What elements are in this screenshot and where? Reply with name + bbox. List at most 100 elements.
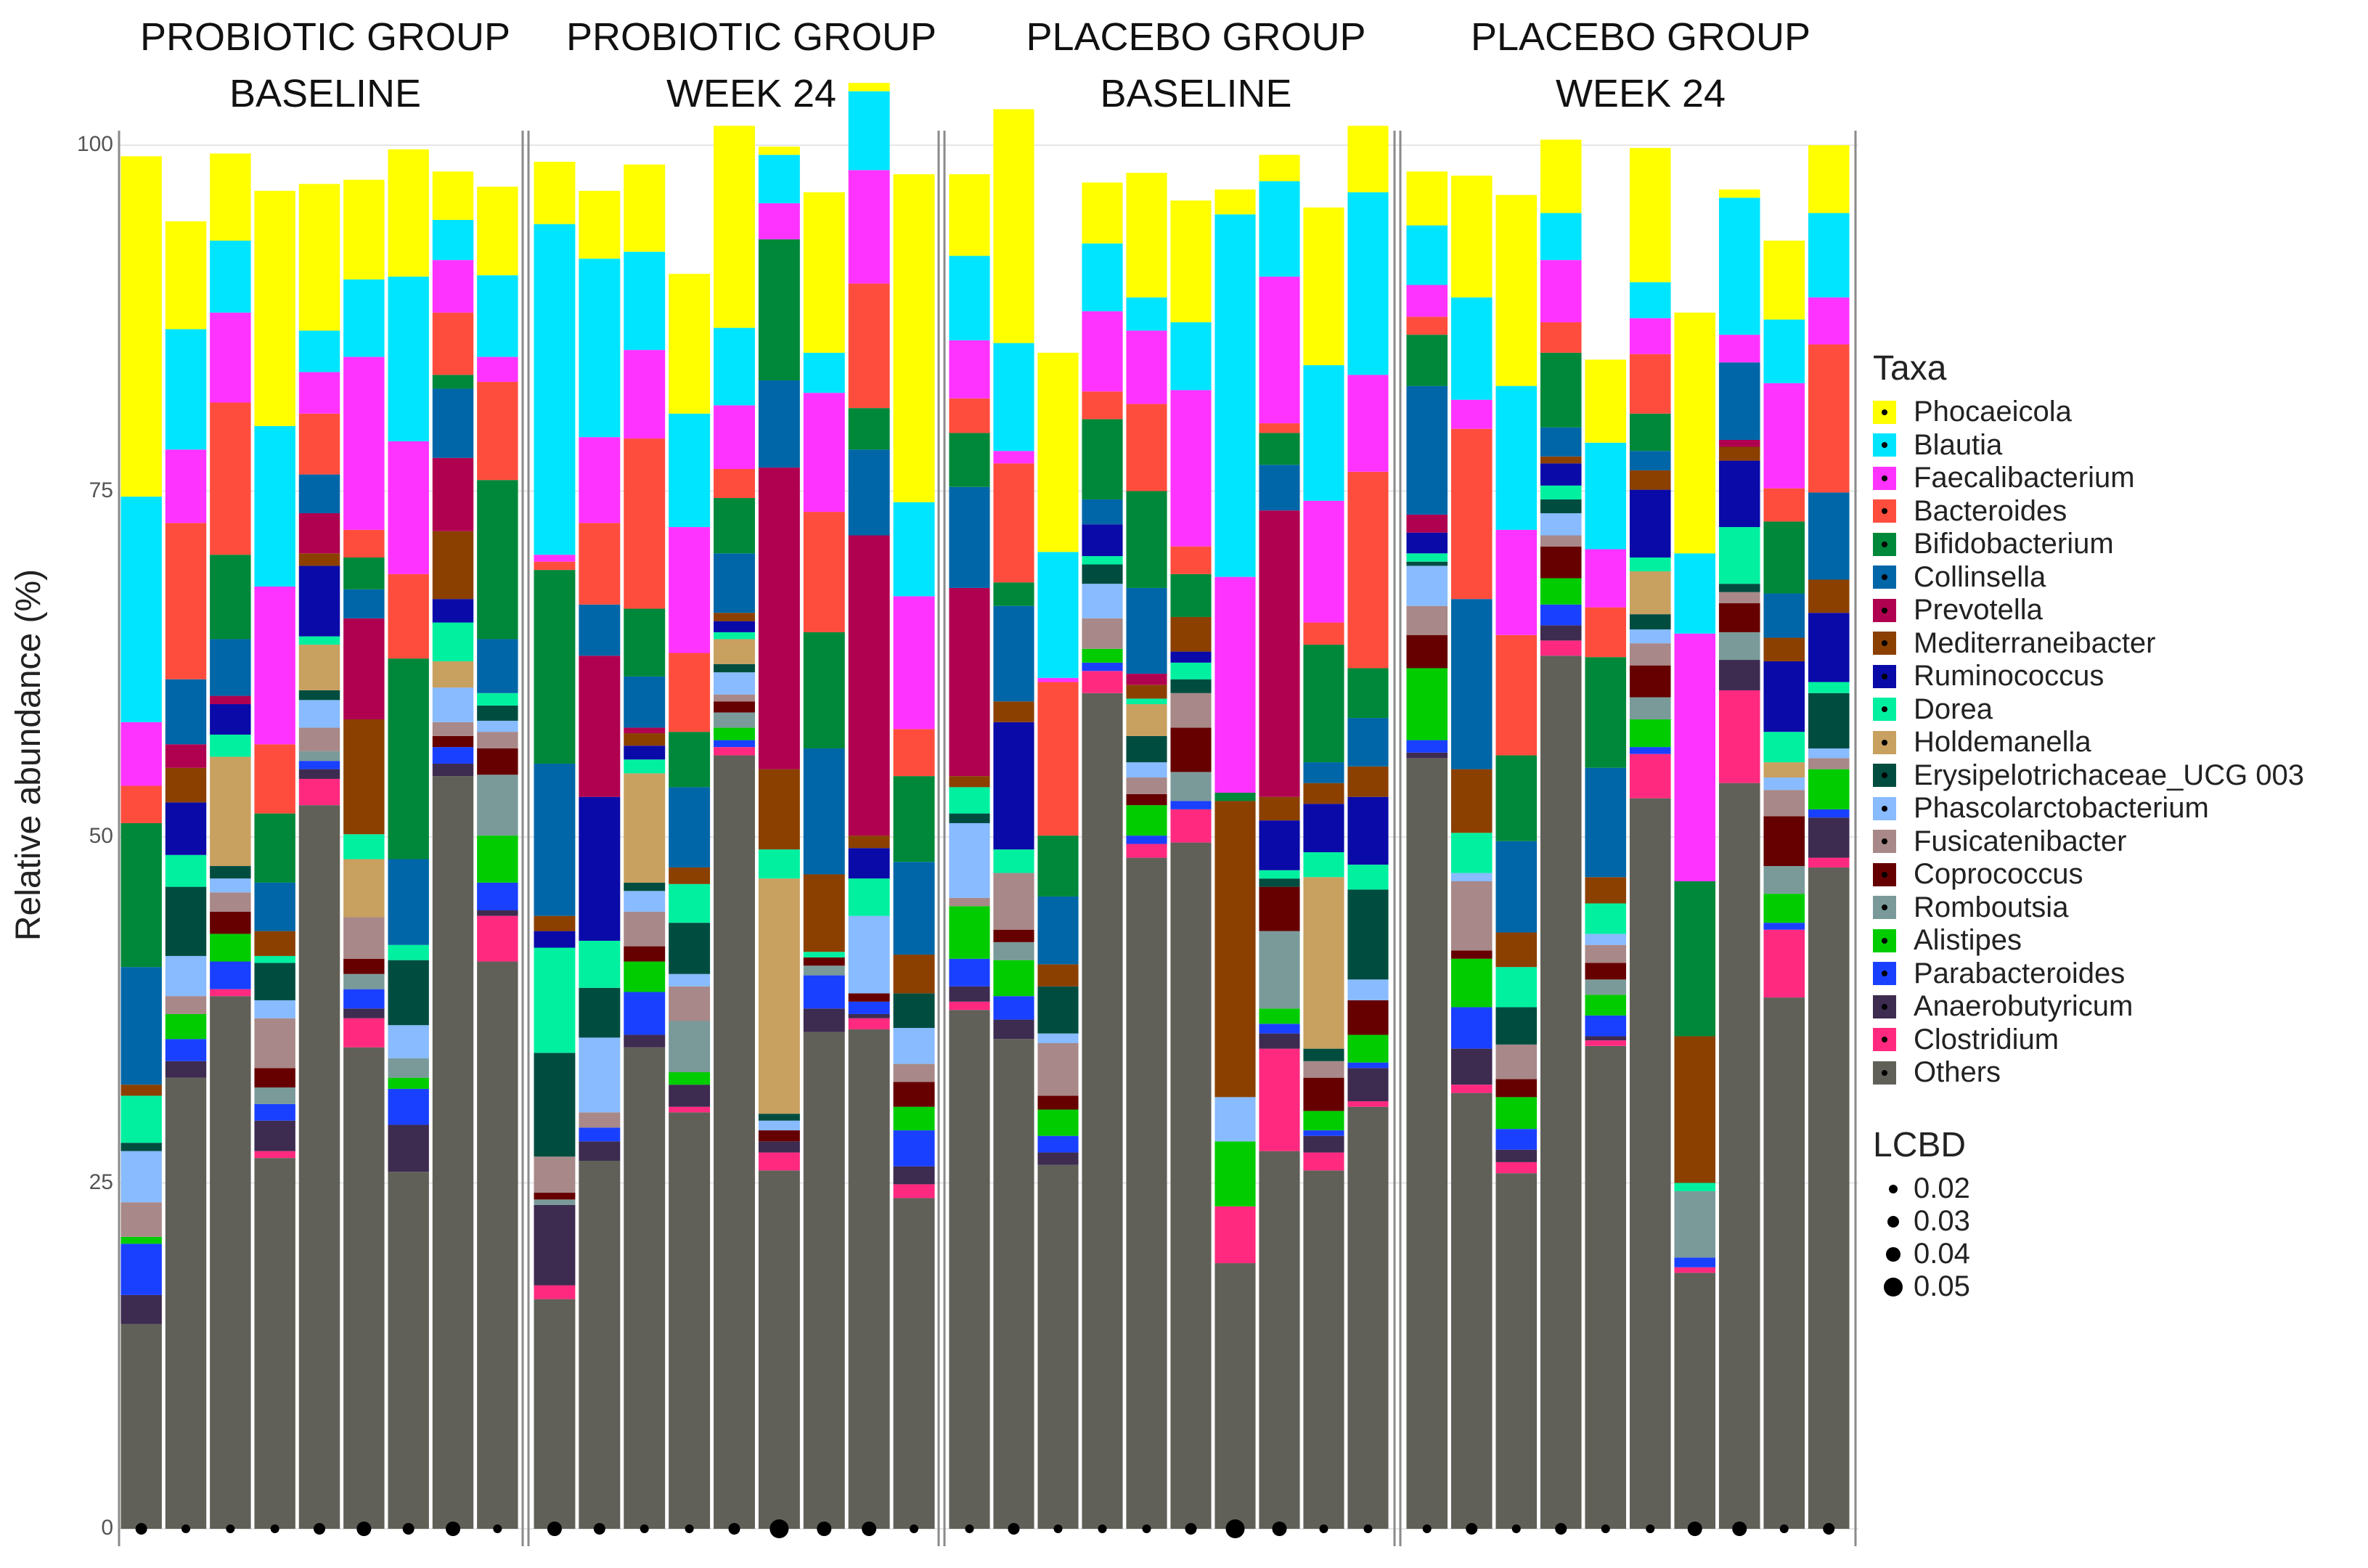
bar-segment-bacteroides xyxy=(1170,546,1212,574)
bar-segment-bifidobacterium xyxy=(1540,352,1582,428)
bar-segment-parabacteroides xyxy=(848,1001,890,1014)
bar-segment-faecalibacterium xyxy=(1450,399,1493,429)
bar-segment-phocaeicola xyxy=(121,156,162,497)
lcbd-dot xyxy=(769,1519,789,1538)
bar-segment-erysipelotrichaceae-ucg-003 xyxy=(1406,561,1448,566)
bar-segment-dorea xyxy=(1540,485,1582,499)
bar-segment-mediterraneibacter xyxy=(1495,932,1538,968)
bar-segment-mediterraneibacter xyxy=(298,553,340,566)
bar-segment-phascolarctobacterium xyxy=(758,1120,800,1131)
legend-swatch xyxy=(1873,896,1896,920)
bar-segment-blautia xyxy=(298,330,340,372)
bar-segment-phascolarctobacterium xyxy=(298,700,340,728)
bar-segment-bifidobacterium xyxy=(1406,335,1448,386)
bar-segment-bacteroides xyxy=(1629,354,1671,414)
panel-title-line2: BASELINE xyxy=(1100,72,1292,115)
bar-segment-mediterraneibacter xyxy=(803,874,845,952)
bar-segment-erysipelotrichaceae-ucg-003 xyxy=(1347,889,1389,980)
lcbd-dot xyxy=(593,1523,605,1535)
lcbd-dot xyxy=(135,1523,147,1535)
bar-segment-erysipelotrichaceae-ucg-003 xyxy=(669,923,711,974)
bar-segment-dorea xyxy=(298,636,340,645)
lcbd-dot xyxy=(181,1524,190,1533)
y-tick-label: 0 xyxy=(101,1516,113,1540)
bar-segment-others xyxy=(254,1158,295,1529)
bar-segment-alistipes xyxy=(1303,1111,1344,1131)
bar-segment-bacteroides xyxy=(210,402,251,555)
bar-segment-romboutsia xyxy=(1763,866,1805,894)
bar-segment-clostridium xyxy=(758,1152,800,1171)
bar-segment-bacteroides xyxy=(1406,317,1448,335)
sample-bar xyxy=(1347,126,1389,1529)
sample-bar xyxy=(579,190,621,1529)
bar-segment-fusicatenibacter xyxy=(1450,881,1493,951)
bar-segment-dorea xyxy=(669,883,711,923)
bar-segment-fusicatenibacter xyxy=(1763,790,1805,817)
bar-segment-clostridium xyxy=(1259,1048,1300,1151)
bar-segment-anaerobutyricum xyxy=(893,1166,935,1185)
bar-segment-anaerobutyricum xyxy=(388,1124,429,1172)
bar-segment-parabacteroides xyxy=(1450,1007,1493,1049)
bar-segment-blautia xyxy=(893,502,935,597)
bar-segment-fusicatenibacter xyxy=(254,1018,295,1069)
bar-segment-anaerobutyricum xyxy=(1540,625,1582,641)
bar-segment-faecalibacterium xyxy=(210,312,251,403)
bar-segment-fusicatenibacter xyxy=(121,1202,162,1237)
legend-swatch xyxy=(1873,664,1896,688)
y-tick-label: 25 xyxy=(89,1169,113,1194)
legend-item: Alistipes xyxy=(1873,924,2304,957)
bar-segment-erysipelotrichaceae-ucg-003 xyxy=(298,690,340,701)
bar-segment-parabacteroides xyxy=(1495,1129,1538,1150)
bar-segment-dorea xyxy=(1495,967,1538,1008)
bar-segment-faecalibacterium xyxy=(1629,318,1671,354)
bar-segment-fusicatenibacter xyxy=(343,917,385,959)
bar-segment-phocaeicola xyxy=(1629,147,1671,282)
bar-segment-clostridium xyxy=(714,747,755,756)
bar-segment-parabacteroides xyxy=(1808,809,1850,818)
bar-segment-blautia xyxy=(949,256,990,340)
bar-segment-phocaeicola xyxy=(1808,145,1850,213)
bar-segment-dorea xyxy=(1763,732,1805,763)
bar-segment-bacteroides xyxy=(993,463,1034,583)
bar-segment-others xyxy=(477,961,518,1529)
bar-segment-parabacteroides xyxy=(432,747,474,764)
legend-swatch xyxy=(1873,796,1896,820)
bar-segment-dorea xyxy=(210,734,251,757)
bar-segment-others xyxy=(803,1032,845,1529)
bar-segment-erysipelotrichaceae-ucg-003 xyxy=(254,963,295,1000)
bar-segment-dorea xyxy=(758,849,800,879)
legend-item: Holdemanella xyxy=(1873,726,2304,759)
bar-segment-mediterraneibacter xyxy=(534,915,576,931)
legend-label: Erysipelotrichaceae_UCG 003 xyxy=(1914,759,2305,791)
bar-segment-faecalibacterium xyxy=(624,350,666,439)
lcbd-legend-label: 0.03 xyxy=(1914,1205,1970,1237)
bar-segment-dorea xyxy=(388,944,429,960)
bar-segment-ruminococcus xyxy=(1170,651,1212,663)
bar-segment-dorea xyxy=(432,622,474,661)
y-tick-label: 100 xyxy=(76,132,113,156)
bar-segment-alistipes xyxy=(388,1077,429,1089)
bar-segment-phascolarctobacterium xyxy=(1808,748,1850,759)
bar-segment-parabacteroides xyxy=(1674,1257,1716,1267)
bar-segment-parabacteroides xyxy=(993,996,1034,1020)
bar-segment-anaerobutyricum xyxy=(579,1141,621,1161)
legend-label: Collinsella xyxy=(1914,560,2046,593)
bar-segment-alistipes xyxy=(893,1106,935,1131)
bar-segment-mediterraneibacter xyxy=(1170,616,1212,652)
bar-segment-faecalibacterium xyxy=(803,393,845,513)
bar-segment-faecalibacterium xyxy=(893,596,935,730)
bar-segment-clostridium xyxy=(477,915,518,962)
bar-segment-erysipelotrichaceae-ucg-003 xyxy=(165,886,207,956)
bar-segment-bifidobacterium xyxy=(949,433,990,487)
bar-segment-romboutsia xyxy=(803,965,845,976)
bar-segment-collinsella xyxy=(1540,427,1582,457)
lcbd-dot xyxy=(270,1524,279,1533)
bar-segment-dorea xyxy=(848,878,890,916)
sample-bar xyxy=(165,221,207,1529)
bar-segment-romboutsia xyxy=(254,1087,295,1104)
lcbd-legend-item: 0.03 xyxy=(1873,1205,1970,1238)
bar-segment-blautia xyxy=(993,343,1034,452)
bar-segment-fusicatenibacter xyxy=(534,1156,576,1193)
legend-label: Holdemanella xyxy=(1914,726,2091,759)
sample-bar xyxy=(1763,240,1805,1529)
